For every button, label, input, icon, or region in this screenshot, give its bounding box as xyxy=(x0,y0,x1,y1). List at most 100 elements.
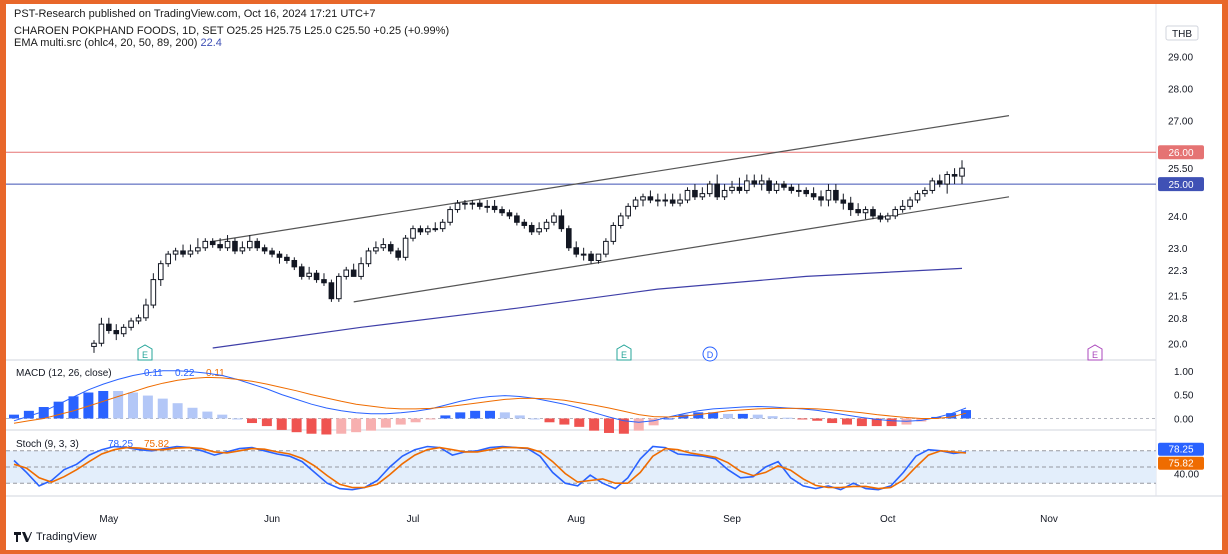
price-tick-label: 23.0 xyxy=(1168,244,1188,255)
candle-down xyxy=(781,183,787,188)
macd-histogram-bar xyxy=(276,418,287,430)
macd-histogram-bar xyxy=(856,418,867,427)
candle-up xyxy=(172,250,179,255)
candle-down xyxy=(395,250,401,258)
candle-down xyxy=(276,253,283,258)
stoch-tick-label: 40.00 xyxy=(1174,469,1199,480)
macd-histogram-bar xyxy=(470,410,481,419)
candle-up xyxy=(447,209,453,223)
candle-up xyxy=(536,228,542,233)
event-marker-label: E xyxy=(621,350,627,360)
candle-up xyxy=(543,221,550,230)
macd-histogram-bar xyxy=(366,418,376,431)
macd-histogram-bar xyxy=(68,396,79,419)
candle-down xyxy=(714,183,720,198)
candle-up xyxy=(677,199,683,204)
candle-up xyxy=(484,205,490,208)
macd-histogram-bar xyxy=(946,413,957,419)
candle-up xyxy=(684,189,691,201)
macd-histogram-bar xyxy=(961,410,971,419)
candle-down xyxy=(180,250,186,255)
candle-down xyxy=(766,180,772,191)
candle-up xyxy=(439,221,446,230)
candle-up xyxy=(699,193,706,198)
macd-histogram-bar xyxy=(351,418,362,433)
candle-up xyxy=(944,174,950,185)
time-axis-label: Aug xyxy=(567,514,585,525)
candle-down xyxy=(558,215,565,230)
candle-up xyxy=(469,202,476,205)
macd-value: 0.11 xyxy=(206,368,225,379)
macd-histogram-bar xyxy=(827,418,838,424)
candle-down xyxy=(476,202,483,207)
published-line: PST-Research published on TradingView.co… xyxy=(14,8,376,20)
macd-histogram-bar xyxy=(499,412,510,419)
candle-up xyxy=(721,189,728,198)
candle-up xyxy=(143,304,149,319)
price-tick-label: 21.5 xyxy=(1168,292,1188,303)
candle-up xyxy=(744,180,750,191)
macd-histogram-bar xyxy=(544,418,555,423)
candle-up xyxy=(187,250,194,255)
macd-histogram-bar xyxy=(128,392,138,419)
resistance-price-label-box xyxy=(1158,145,1204,160)
candle-down xyxy=(291,259,298,268)
tradingview-logo[interactable]: TradingView xyxy=(14,531,97,543)
candle-down xyxy=(647,196,654,201)
candle-up xyxy=(706,183,713,195)
macd-histogram-bar xyxy=(723,413,733,419)
candle-up xyxy=(603,240,609,255)
macd-histogram-bar xyxy=(589,418,600,431)
price-tick-label: 25.50 xyxy=(1168,164,1193,175)
candle-up xyxy=(306,272,312,277)
candle-down xyxy=(810,193,817,198)
chart-svg[interactable]: THB 29.00 28.00 27.00 25.50 24.0 23.0 22.3 21.5 2… xyxy=(6,4,1222,550)
macd-histogram-bar xyxy=(261,418,272,427)
candle-down xyxy=(284,256,290,261)
candle-down xyxy=(736,186,743,191)
candle-down xyxy=(751,180,758,185)
macd-histogram-bar xyxy=(485,410,495,419)
candle-down xyxy=(261,247,268,252)
macd-histogram-bar xyxy=(336,418,347,434)
candle-down xyxy=(847,202,854,211)
macd-histogram-bar xyxy=(187,407,198,419)
candle-down xyxy=(269,250,275,255)
candle-down xyxy=(313,272,320,281)
candle-down xyxy=(803,189,810,195)
currency-box xyxy=(1165,25,1199,41)
candle-down xyxy=(936,180,943,185)
symbol-line: CHAROEN POKPHAND FOODS, 1D, SET O25.25 H… xyxy=(14,25,450,37)
channel-lower-line xyxy=(353,196,1010,303)
macd-histogram-bar xyxy=(782,417,793,419)
candle-up xyxy=(373,247,379,252)
brand-label: TradingView xyxy=(36,531,97,543)
macd-histogram-bar xyxy=(886,418,897,427)
candle-up xyxy=(551,215,557,223)
price-tick-label: 22.3 xyxy=(1168,266,1188,277)
stoch-d-value: 75.82 xyxy=(144,439,169,450)
support-price-label-box xyxy=(1158,177,1204,192)
candle-down xyxy=(106,323,112,332)
time-axis-label: May xyxy=(99,514,118,525)
candle-up xyxy=(729,186,735,191)
candle-up xyxy=(343,269,350,277)
candle-down xyxy=(840,199,847,204)
candle-up xyxy=(610,224,617,242)
ema200-line xyxy=(212,267,963,349)
candle-up xyxy=(380,244,387,249)
channel-upper-line xyxy=(212,115,1010,242)
candle-down xyxy=(528,224,535,233)
candle-down xyxy=(788,186,795,191)
candle-up xyxy=(150,279,157,306)
candle-down xyxy=(387,244,394,252)
candle-down xyxy=(328,282,335,300)
macd-histogram-bar xyxy=(321,418,332,435)
stoch-label: Stoch (9, 3, 3) xyxy=(16,439,79,450)
candle-up xyxy=(432,228,439,231)
support-price-label: 25.00 xyxy=(1168,180,1193,191)
macd-histogram-bar xyxy=(83,392,94,419)
macd-histogram-bar xyxy=(113,390,124,419)
candle-up xyxy=(462,202,468,205)
candle-up xyxy=(640,196,646,201)
